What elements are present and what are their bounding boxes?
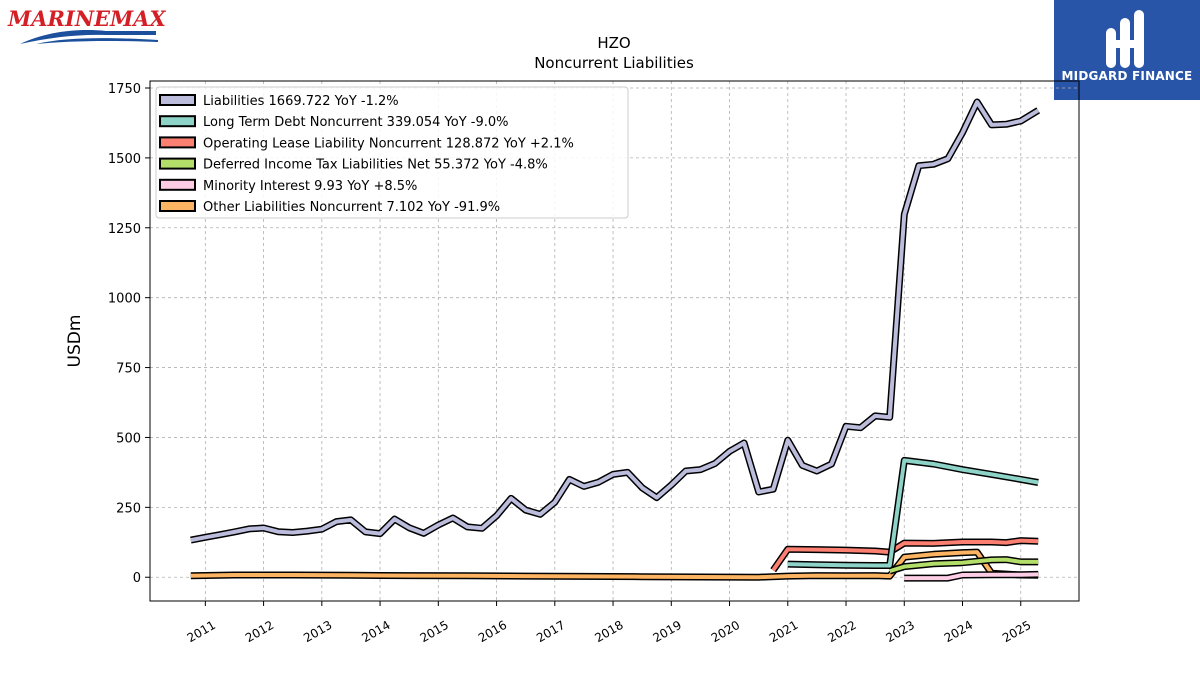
midgard-finance-text: MIDGARD FINANCE (1061, 69, 1193, 83)
legend-entry-long-term-debt-noncurrent: Long Term Debt Noncurrent 339.054 YoY -9… (203, 115, 509, 130)
midgard-finance-logo: MIDGARD FINANCE (1054, 0, 1200, 100)
x-axis: 2011 2012 2013 2014 2015 2016 2017 2018 2019 2020… (185, 601, 1033, 645)
legend-entry-minority-interest: Minority Interest 9.93 YoY +8.5% (203, 179, 417, 194)
x-tick-label: 2018 (592, 618, 625, 645)
y-tick-label: 1750 (108, 82, 141, 97)
x-tick-label: 2023 (884, 618, 917, 645)
plot-frame (149, 80, 1080, 602)
chart-subtitle: Noncurrent Liabilities (534, 54, 694, 72)
marinemax-logo-text: MARINEMAX (7, 6, 166, 31)
y-tick-label: 0 (133, 571, 141, 586)
x-tick-label: 2013 (301, 618, 334, 645)
series-layer (190, 98, 1041, 582)
legend-entry-deferred-income-tax-liabilities-net: Deferred Income Tax Liabilities Net 55.3… (203, 158, 548, 173)
x-tick-label: 2017 (534, 618, 567, 645)
deferred-income-tax-liabilities-net-line (889, 557, 1039, 574)
legend-swatch-deferred-income-tax-liabilities-net (159, 157, 196, 170)
legend-entry-liabilities: Liabilities 1669.722 YoY -1.2% (203, 94, 399, 109)
other-liabilities-noncurrent-line (190, 550, 1039, 580)
y-tick-label: 750 (116, 362, 141, 377)
x-tick-label: 2022 (825, 618, 858, 645)
y-axis: 0 250 500 750 1000 1250 1500 1750 (108, 82, 150, 586)
x-tick-label: 2016 (476, 618, 509, 645)
x-tick-label: 2019 (651, 618, 684, 645)
y-tick-label: 500 (116, 431, 141, 446)
minority-interest-line (904, 572, 1039, 581)
operating-lease-liability-noncurrent-line (771, 538, 1039, 572)
y-tick-label: 1500 (108, 152, 141, 167)
y-tick-label: 1000 (108, 292, 141, 307)
marinemax-logo: MARINEMAX (6, 4, 167, 46)
x-tick-label: 2014 (359, 618, 392, 645)
liabilities-line (190, 100, 1040, 543)
x-tick-label: 2015 (418, 618, 451, 645)
chart-legend: Liabilities 1669.722 YoY -1.2% Long Term … (155, 86, 629, 219)
legend-swatch-long-term-debt-noncurrent (159, 115, 196, 128)
legend-swatch-liabilities (159, 94, 196, 106)
legend-swatch-other-liabilities-noncurrent (159, 200, 196, 212)
x-tick-label: 2020 (709, 618, 742, 645)
x-tick-label: 2012 (243, 618, 276, 645)
y-tick-label: 1250 (108, 222, 141, 237)
midgard-emblem-icon (1106, 10, 1144, 68)
legend-swatch-operating-lease-liability-noncurrent (159, 136, 196, 149)
x-tick-label: 2025 (1000, 618, 1033, 645)
x-tick-label: 2011 (185, 618, 218, 645)
chart-title: HZO (597, 34, 630, 52)
legend-entry-operating-lease-liability-noncurrent: Operating Lease Liability Noncurrent 128… (203, 136, 574, 151)
long-term-debt-noncurrent-line (787, 458, 1039, 568)
y-axis-label: USDm (65, 315, 85, 368)
legend-swatch-minority-interest (159, 178, 196, 191)
legend-entry-other-liabilities-noncurrent: Other Liabilities Noncurrent 7.102 YoY -… (203, 200, 500, 215)
x-tick-label: 2021 (767, 618, 800, 645)
x-tick-label: 2024 (942, 618, 975, 645)
y-tick-label: 250 (116, 501, 141, 516)
legend-box (155, 86, 629, 219)
